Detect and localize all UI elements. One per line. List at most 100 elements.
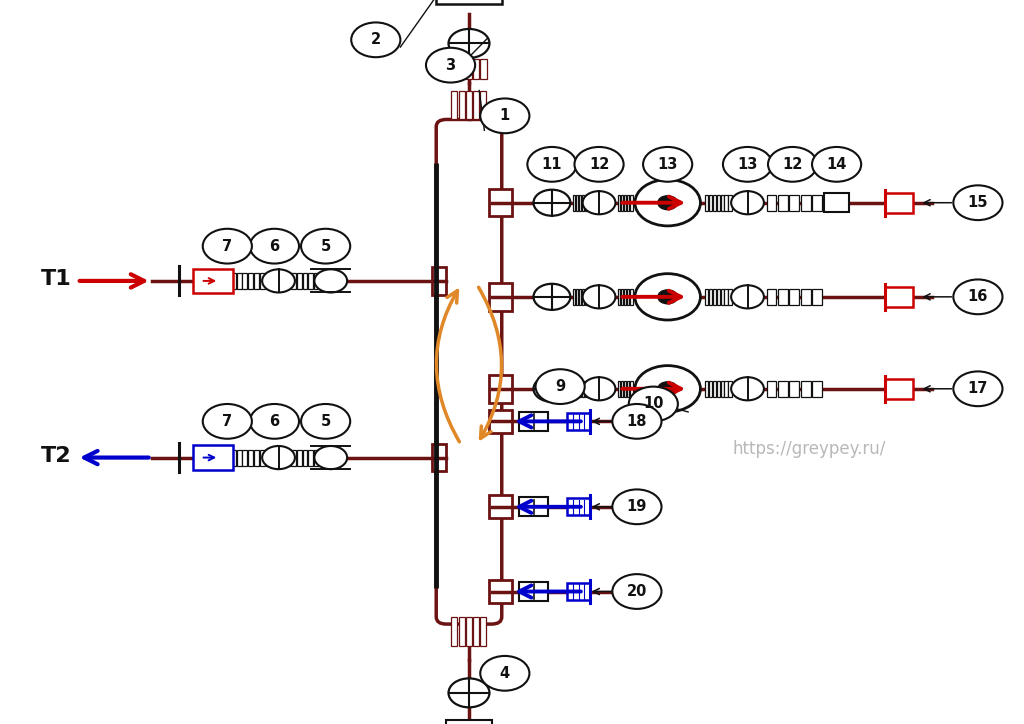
Bar — [724, 195, 728, 211]
Circle shape — [953, 185, 1002, 220]
Circle shape — [426, 48, 475, 83]
Circle shape — [250, 404, 299, 439]
Circle shape — [635, 180, 700, 226]
Bar — [466, 59, 472, 79]
Circle shape — [480, 98, 529, 133]
Bar — [585, 195, 588, 211]
Text: 13: 13 — [657, 157, 678, 172]
Circle shape — [262, 269, 295, 292]
Text: 5: 5 — [321, 414, 331, 429]
Bar — [801, 195, 811, 211]
Circle shape — [203, 404, 252, 439]
Bar — [230, 450, 236, 466]
Text: 17: 17 — [968, 382, 988, 396]
Circle shape — [351, 22, 400, 57]
Text: 14: 14 — [826, 157, 847, 172]
Bar — [705, 381, 708, 397]
Text: 3: 3 — [445, 58, 456, 72]
Text: T2: T2 — [41, 446, 72, 466]
Bar — [314, 273, 319, 289]
Bar — [480, 617, 486, 646]
Bar — [572, 289, 575, 305]
Bar — [588, 381, 591, 397]
Circle shape — [657, 290, 678, 304]
Bar — [480, 59, 486, 79]
Bar — [489, 495, 512, 518]
Circle shape — [612, 404, 662, 439]
Text: 7: 7 — [222, 414, 232, 429]
Bar — [721, 381, 724, 397]
Bar — [321, 273, 325, 289]
Bar — [717, 381, 720, 397]
Bar — [624, 195, 627, 211]
Bar — [588, 195, 591, 211]
Bar — [575, 195, 579, 211]
Text: T1: T1 — [41, 269, 72, 290]
Bar — [459, 617, 465, 646]
Circle shape — [480, 656, 529, 691]
Bar — [624, 289, 627, 305]
Bar — [801, 289, 811, 305]
Bar — [585, 381, 588, 397]
Circle shape — [574, 147, 624, 182]
Bar — [582, 289, 585, 305]
Bar — [314, 450, 319, 466]
Bar — [621, 195, 624, 211]
Bar — [473, 90, 479, 119]
Bar — [591, 195, 594, 211]
Bar — [432, 267, 446, 295]
Bar — [721, 195, 724, 211]
Bar — [452, 617, 458, 646]
Text: 10: 10 — [643, 397, 664, 411]
Text: 2: 2 — [371, 33, 381, 47]
Bar — [451, 59, 457, 79]
Bar — [591, 289, 594, 305]
Circle shape — [612, 489, 662, 524]
Text: 19: 19 — [627, 500, 647, 514]
Circle shape — [723, 147, 772, 182]
Bar — [489, 189, 512, 216]
Text: 11: 11 — [542, 157, 562, 172]
Bar — [575, 381, 579, 397]
Bar — [519, 582, 548, 601]
Bar — [582, 195, 585, 211]
Circle shape — [731, 377, 764, 400]
Bar — [466, 90, 472, 119]
Text: https://greypey.ru/: https://greypey.ru/ — [732, 440, 886, 458]
Circle shape — [643, 147, 692, 182]
Bar — [519, 412, 548, 431]
Bar — [721, 289, 724, 305]
Bar — [260, 450, 265, 466]
Circle shape — [314, 446, 347, 469]
Bar — [567, 413, 590, 430]
Circle shape — [301, 404, 350, 439]
Bar — [237, 273, 242, 289]
FancyBboxPatch shape — [436, 119, 502, 624]
Circle shape — [583, 191, 615, 214]
Circle shape — [635, 366, 700, 412]
Bar — [432, 444, 446, 471]
Bar — [254, 273, 259, 289]
Bar — [579, 289, 582, 305]
Bar — [801, 381, 811, 397]
Bar — [572, 381, 575, 397]
Circle shape — [583, 377, 615, 400]
Bar — [812, 195, 822, 211]
Bar — [582, 381, 585, 397]
Bar — [446, 720, 492, 724]
Bar — [243, 450, 248, 466]
Bar — [588, 289, 591, 305]
Bar — [230, 273, 236, 289]
Circle shape — [250, 229, 299, 264]
Circle shape — [657, 195, 678, 210]
Bar — [519, 497, 548, 516]
Bar — [705, 195, 708, 211]
Circle shape — [449, 678, 489, 707]
Bar — [193, 269, 233, 293]
Bar — [473, 59, 479, 79]
Bar — [466, 617, 472, 646]
Circle shape — [534, 284, 570, 310]
Bar — [489, 410, 512, 433]
Text: 18: 18 — [627, 414, 647, 429]
Text: 1: 1 — [500, 109, 510, 123]
